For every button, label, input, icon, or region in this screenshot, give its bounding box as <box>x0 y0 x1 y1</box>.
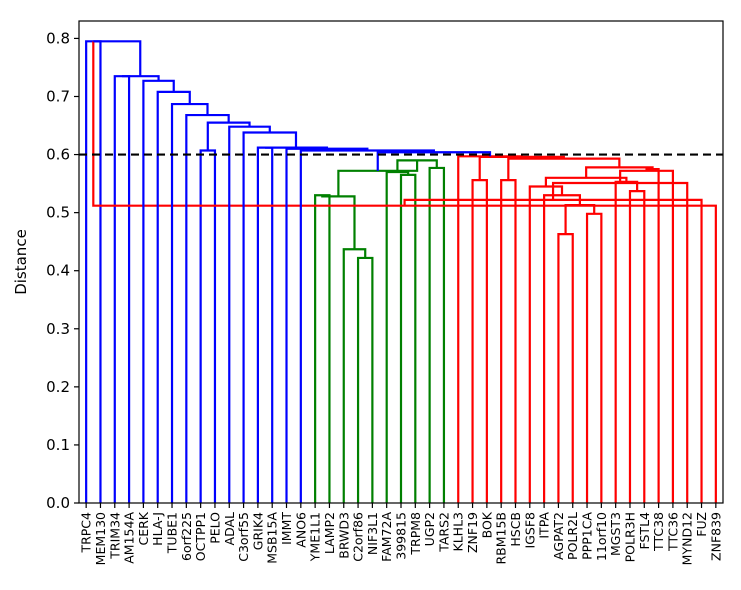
leaf-label: CERK <box>136 511 151 545</box>
dendrogram-link <box>142 79 175 503</box>
leaf-label: TUBE1 <box>165 512 180 554</box>
y-tick-label: 0.5 <box>46 204 70 222</box>
dendrogram-link <box>299 149 435 503</box>
dendrogram-link <box>342 248 367 503</box>
dendrogram-link <box>551 181 689 503</box>
y-tick-label: 0.7 <box>46 87 70 105</box>
leaf-label: MGST3 <box>608 512 623 556</box>
dendrogram-link <box>403 198 703 503</box>
dendrogram-link <box>385 170 410 503</box>
leaf-label: ANO6 <box>293 512 308 548</box>
dendrogram-link <box>170 102 209 503</box>
x-axis: TRPC4 MEM130 TRIM34 AM154A CERK HLA-J TUBE1 6or… <box>79 503 723 565</box>
dendrogram-link <box>321 195 356 250</box>
leaf-label: LAMP2 <box>322 512 337 554</box>
leaf-label: FSTL4 <box>637 512 652 550</box>
dendrogram-link <box>628 190 646 503</box>
leaf-label: GRIK4 <box>250 512 265 550</box>
dendrogram-link <box>585 212 603 503</box>
leaf-label: C3orf55 <box>236 512 251 562</box>
leaf-label: AM154A <box>122 512 137 564</box>
dendrogram-link <box>337 160 419 197</box>
leaf-label: UGP2 <box>422 512 437 546</box>
y-tick-label: 0.2 <box>46 378 70 396</box>
leaf-label: TRPC4 <box>79 512 94 554</box>
dendrogram-link <box>428 166 446 503</box>
leaf-label: BOK <box>479 511 494 538</box>
leaf-label: YME1L1 <box>308 512 323 562</box>
leaf-label: KLHL3 <box>451 512 466 551</box>
y-axis: 0.0 0.1 0.2 0.3 0.4 0.5 0.6 0.7 0.8 <box>46 29 79 512</box>
dendrogram-link <box>564 203 596 235</box>
leaf-label: TTC36 <box>665 512 680 552</box>
leaf-label: BRWD3 <box>336 512 351 559</box>
dendrogram-link <box>500 179 517 503</box>
y-tick-label: 0.3 <box>46 320 70 338</box>
dendrogram-link <box>619 169 675 503</box>
leaf-label: AGPAT2 <box>551 512 566 560</box>
dendrogram-link <box>314 194 331 503</box>
dendrogram-link <box>199 149 217 503</box>
dendrogram-link <box>113 75 131 503</box>
leaf-label: ITPA <box>537 512 552 539</box>
leaf-label: IMMT <box>279 512 294 545</box>
leaf-label: FUZ <box>694 512 709 537</box>
dendrogram-link <box>645 167 660 503</box>
leaf-label: TRPM8 <box>408 512 423 556</box>
dendrogram-link <box>156 90 191 503</box>
leaf-label: RBM15B <box>494 512 509 565</box>
leaf-label: FAM72A <box>379 512 394 562</box>
dendrogram-link <box>557 233 574 503</box>
leaf-label: ZNF839 <box>708 512 723 561</box>
leaf-label: TRIM34 <box>107 512 122 560</box>
dendrogram-link <box>256 146 274 503</box>
dendrogram-link <box>121 75 160 81</box>
leaf-label: 11orf10 <box>594 512 609 561</box>
leaf-label: PELO <box>207 512 222 544</box>
leaf-label: OCTPP1 <box>193 512 208 561</box>
dendrogram-link <box>228 125 271 503</box>
dendrogram-link <box>528 185 564 503</box>
leaf-label: TARS2 <box>436 512 451 553</box>
dendrogram-link <box>356 256 374 503</box>
leaf-label: TTC38 <box>651 512 666 552</box>
dendrogram-link <box>478 155 565 181</box>
dendrogram-link <box>206 121 251 151</box>
dendrogram-link <box>457 155 523 503</box>
leaf-label: HSCB <box>508 512 523 547</box>
y-axis-title: Distance <box>12 229 30 295</box>
dendrogram-link <box>399 173 417 503</box>
leaf-label: HLA-J <box>150 512 165 546</box>
dendrogram-link <box>93 40 142 77</box>
y-tick-label: 0.1 <box>46 436 70 454</box>
dendrogram-link <box>92 41 717 503</box>
leaf-label: 6orf225 <box>179 512 194 561</box>
leaf-label: NIF3L1 <box>365 512 380 555</box>
dendrogram-link <box>265 146 329 149</box>
dendrogram-link <box>242 131 298 503</box>
leaf-label: ADAL <box>222 512 237 546</box>
dendrogram-link <box>396 159 438 172</box>
leaf-label: 399815 <box>394 512 409 560</box>
leaf-label: IGSF8 <box>522 512 537 548</box>
y-tick-label: 0.8 <box>46 29 70 47</box>
y-tick-label: 0.4 <box>46 262 70 280</box>
leaf-label: C2orf86 <box>351 512 366 562</box>
dendrogram-link <box>543 194 581 503</box>
dendrogram-link <box>471 179 488 503</box>
leaf-label: MSB15A <box>265 512 280 564</box>
y-tick-label: 0.0 <box>46 494 70 512</box>
leaf-label: POLR2L <box>565 512 580 560</box>
leaf-label: PPP1CA <box>580 512 595 560</box>
leaf-label: ZNF19 <box>465 512 480 553</box>
leaf-label: MEM130 <box>93 512 108 565</box>
leaf-label: MYND12 <box>680 512 695 565</box>
leaf-label: POLR3H <box>622 512 637 562</box>
dendrogram-link <box>614 180 639 503</box>
dendrogram-links <box>85 40 717 503</box>
y-tick-label: 0.6 <box>46 146 70 164</box>
dendrogram-link <box>185 113 230 503</box>
